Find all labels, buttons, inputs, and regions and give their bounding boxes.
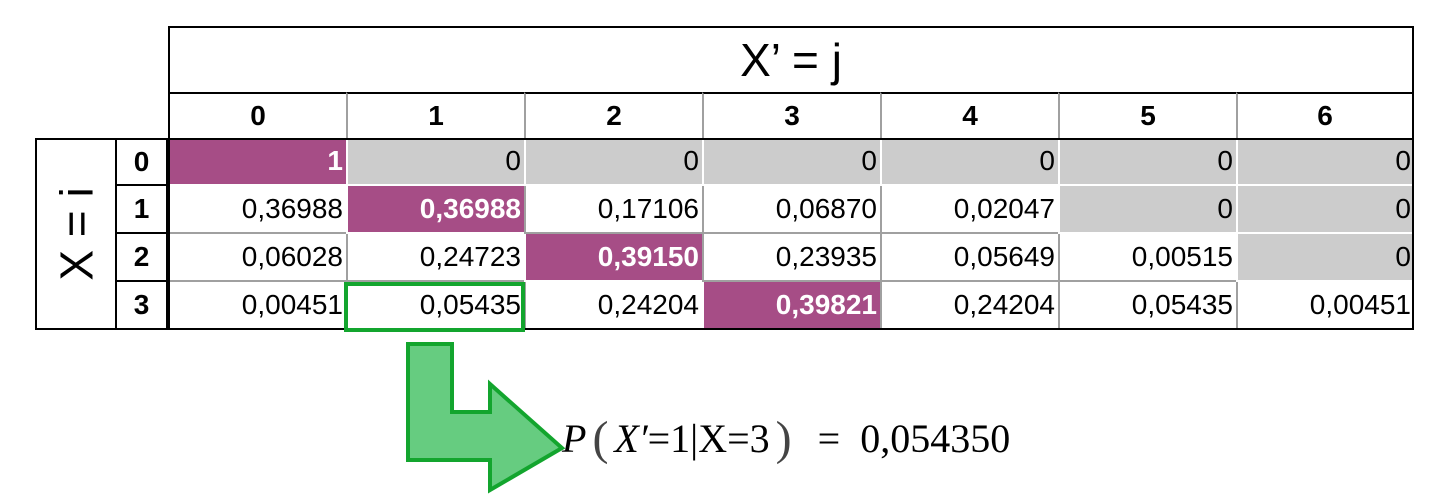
column-header-5: 5 [1058,92,1236,138]
cell-r1-c4: 0,02047 [880,186,1058,234]
formula-result: 0,054350 [860,415,1011,461]
cell-r2-c3: 0,23935 [702,234,880,282]
cell-r3-c5: 0,05435 [1058,282,1236,330]
cell-r2-c5: 0,00515 [1058,234,1236,282]
formula-eq-1: = [647,415,671,461]
column-header-0: 0 [168,92,346,138]
column-header-3: 3 [702,92,880,138]
formula-x-prime: X′ [614,415,648,461]
cell-r2-c0: 0,06028 [168,234,346,282]
column-header-1: 1 [346,92,524,138]
row-header-1: 1 [117,186,168,234]
formula-bar: | [690,415,699,461]
cell-r1-c1: 0,36988 [346,186,524,234]
cell-r0-c0: 1 [168,138,346,186]
row-axis-title: X = i [51,187,104,281]
cell-r2-c4: 0,05649 [880,234,1058,282]
formula-three: 3 [749,415,770,461]
cell-r1-c3: 0,06870 [702,186,880,234]
formula-open-paren: ( [592,411,609,465]
cell-r0-c1: 0 [346,138,524,186]
column-header-4: 4 [880,92,1058,138]
transition-matrix: X’ = j 0 1 2 3 4 5 6 X = i 0 1 2 3 1 0 0… [35,26,1414,332]
cell-r0-c6: 0 [1236,138,1414,186]
row-axis: X = i [35,138,117,330]
formula-x: X [698,415,728,461]
cell-r3-c2: 0,24204 [524,282,702,330]
cell-r0-c3: 0 [702,138,880,186]
cell-r0-c5: 0 [1058,138,1236,186]
cell-r3-c3: 0,39821 [702,282,880,330]
cell-r3-c0: 0,00451 [168,282,346,330]
cell-r2-c6: 0 [1236,234,1414,282]
cell-r3-c6: 0,00451 [1236,282,1414,330]
cell-r0-c2: 0 [524,138,702,186]
formula-close-paren: ) [775,411,792,465]
cell-r1-c6: 0 [1236,186,1414,234]
column-axis-title: X’ = j [168,26,1414,92]
formula-eq-2: = [727,415,750,461]
cell-r2-c1: 0,24723 [346,234,524,282]
row-header-3: 3 [117,282,168,330]
bent-arrow-icon [406,342,566,494]
formula-one: 1 [670,415,691,461]
row-header-0: 0 [117,138,168,186]
probability-formula: P ( X′ = 1 | X = 3 ) = 0,054350 [562,408,1010,468]
formula-p: P [562,415,587,461]
cell-r2-c2: 0,39150 [524,234,702,282]
cell-r3-c4: 0,24204 [880,282,1058,330]
row-header-2: 2 [117,234,168,282]
cell-r1-c0: 0,36988 [168,186,346,234]
cell-r3-c1: 0,05435 [346,282,524,330]
cell-r1-c2: 0,17106 [524,186,702,234]
cell-r1-c5: 0 [1058,186,1236,234]
cell-r0-c4: 0 [880,138,1058,186]
formula-equals: = [817,415,841,461]
column-header-6: 6 [1236,92,1414,138]
column-header-2: 2 [524,92,702,138]
